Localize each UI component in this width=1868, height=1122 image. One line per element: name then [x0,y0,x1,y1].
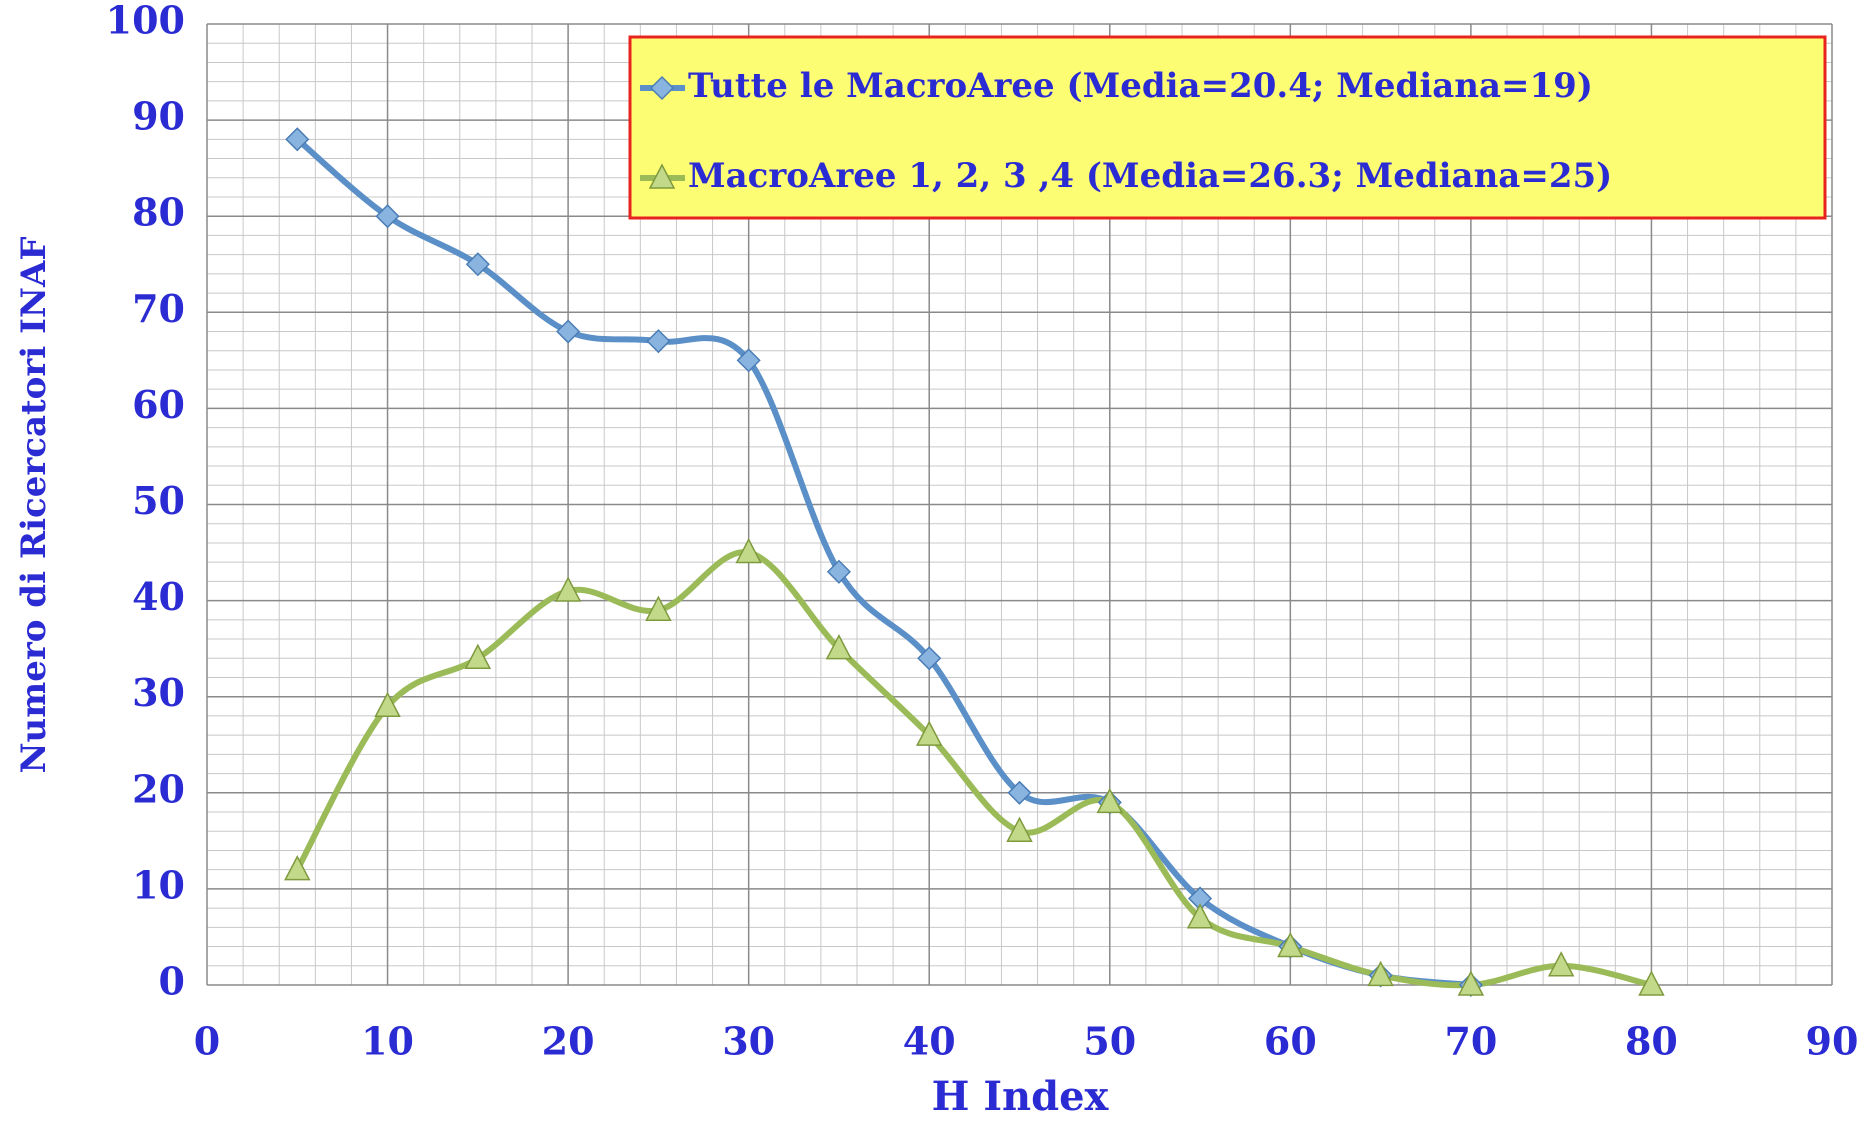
y-tick-label: 0 [159,959,185,1004]
marker [464,643,492,670]
y-tick-label: 80 [132,190,185,235]
y-tick-label: 90 [132,94,185,139]
x-tick-label: 60 [1264,1019,1317,1064]
x-tick-label: 10 [361,1019,414,1064]
marker [1547,951,1575,977]
legend-label: MacroAree 1, 2, 3 ,4 (Media=26.3; Median… [688,156,1612,196]
marker [285,127,310,152]
marker [1277,931,1304,958]
marker [646,329,671,354]
marker [1006,816,1033,842]
marker [917,646,942,671]
marker [825,634,853,660]
x-tick-label: 70 [1444,1019,1497,1064]
y-tick-label: 100 [106,0,185,43]
y-tick-label: 70 [132,286,185,331]
marker [1186,903,1214,929]
marker [1007,780,1032,805]
marker [736,348,761,373]
marker [648,163,676,189]
x-tick-label: 30 [722,1019,775,1064]
x-tick-label: 40 [903,1019,956,1064]
marker [645,595,672,621]
legend-box [628,35,1827,220]
marker [1457,970,1485,996]
y-tick-label: 50 [132,478,185,523]
marker [915,720,943,746]
marker [465,252,490,277]
marker [375,204,400,229]
series-line [294,549,1655,989]
marker [735,537,762,564]
x-tick-label: 80 [1625,1019,1678,1064]
x-tick-label: 20 [542,1019,595,1064]
marker [284,855,311,881]
marker [1096,787,1124,814]
legend: Tutte le MacroAree (Media=20.4; Mediana=… [640,66,1612,196]
x-tick-label: 0 [194,1019,220,1064]
marker [554,576,582,602]
y-tick-label: 40 [132,574,185,619]
x-tick-label: 90 [1806,1019,1859,1064]
y-tick-label: 60 [132,382,185,427]
plot [284,127,1665,998]
series-line [294,136,1474,988]
marker [649,75,675,101]
y-axis-label: Numero di Ricercatori INAF [14,236,54,773]
y-tick-label: 30 [132,670,185,715]
y-tick-label: 20 [132,766,185,811]
marker [1638,970,1665,996]
legend-label: Tutte le MacroAree (Media=20.4; Mediana=… [688,66,1593,106]
marker [826,559,852,584]
marker [556,319,581,344]
y-tick-label: 10 [132,862,185,907]
marker [1367,960,1394,987]
marker [374,691,401,718]
x-axis-label: H Index [932,1073,1110,1120]
x-tick-label: 50 [1083,1019,1136,1064]
